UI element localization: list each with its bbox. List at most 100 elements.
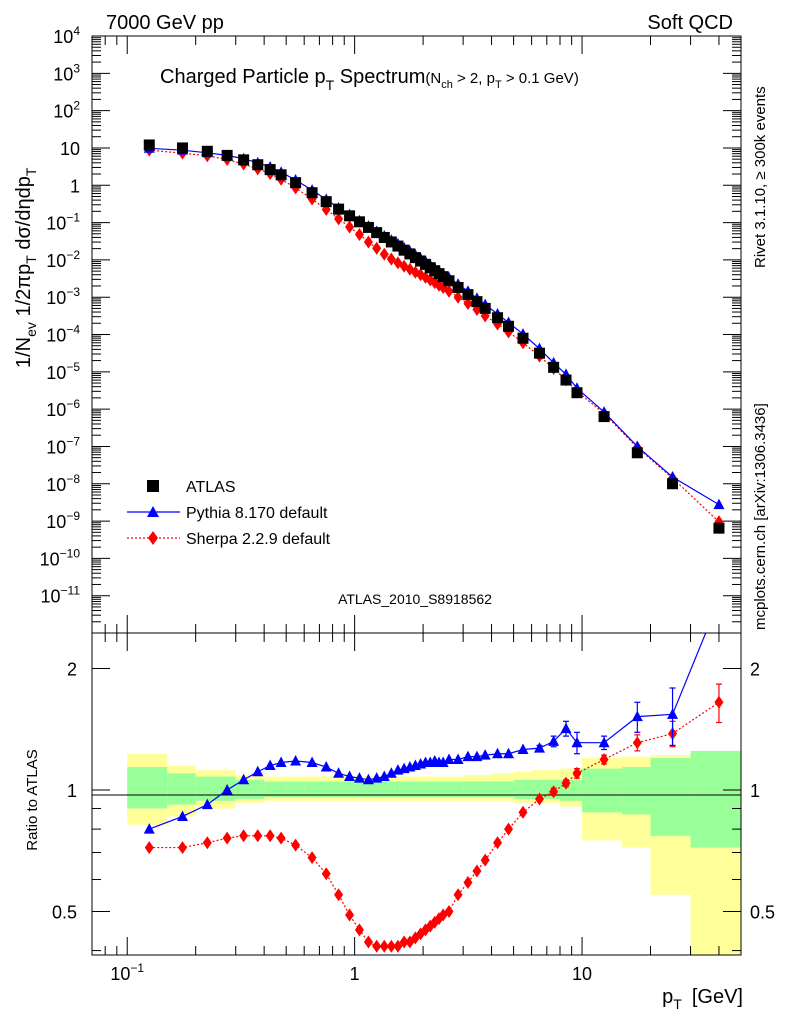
main-point-square [264,164,276,176]
legend-atlas-marker [147,480,159,492]
main-point-square [534,347,546,359]
main-point-diamond [372,241,382,255]
ratio-point-triangle [378,770,390,782]
ratio-point-triangle [548,735,560,746]
main-point-diamond [345,220,355,234]
main-y-tick-label: 10−8 [46,472,80,495]
main-y-tick-label: 10−3 [46,285,80,308]
inner-band [463,781,492,798]
ratio-point-triangle [201,798,213,810]
ratio-panel: 0.5 0.5 1 1 2 2 10−1 1 10 Ratio to ATLAS pT [GeV… [24,632,775,1012]
ratio-point-triangle [333,767,345,778]
main-y-tick-label: 1 [70,176,80,196]
main-y-tick-label: 10−10 [40,546,81,569]
main-point-square [462,289,474,301]
ratio-x-axis: 10−1 1 10 [91,633,742,984]
main-point-square [548,361,560,373]
x-tick-label: 10−1 [110,961,144,984]
main-point-square [452,281,464,293]
legend-sherpa-label: Sherpa 2.2.9 default [186,531,331,548]
ratio-point-triangle [667,708,679,719]
main-point-square [290,177,302,189]
ratio-point-triangle [344,770,356,782]
main-y-tick-label: 10−7 [46,434,80,457]
ratio-y-tick-label-right: 0.5 [750,902,775,922]
ratio-point-triangle [437,756,449,768]
ratio-point-triangle [462,750,474,762]
main-point-triangle [713,498,725,510]
ratio-point-triangle [320,761,332,772]
main-point-square [378,231,390,243]
ratio-point-diamond [253,829,263,843]
main-point-square [571,387,583,399]
ratio-y-tick-label-right: 1 [750,781,760,801]
main-point-diamond [354,228,364,242]
ratio-frame [91,632,742,956]
ratio-y-tick-label: 2 [67,660,77,680]
ratio-point-diamond [276,831,286,845]
main-point-square [362,221,374,233]
main-point-square [503,320,515,332]
ratio-y-tick-label: 0.5 [52,902,77,922]
ratio-y-label: Ratio to ATLAS [24,749,41,850]
main-point-diamond [463,297,473,311]
legend-pythia-label: Pythia 8.170 default [186,505,328,522]
ratio-point-triangle [221,784,233,795]
ratio-point-triangle [631,710,643,722]
x-axis-label: pT [GeV] [662,986,743,1012]
ratio-point-diamond [444,904,454,918]
main-panel: 10410310210110−110−210−310−410−510−610−7… [13,24,742,634]
main-point-square [598,411,610,423]
main-point-square [517,332,529,344]
mcplots-label: mcplots.cern.ch [arXiv:1306.3436] [752,403,769,630]
ratio-point-triangle [471,750,483,762]
main-y-tick-label: 102 [53,99,80,122]
ratio-point-diamond [239,829,249,843]
ratio-point-triangle [238,773,250,785]
legend-atlas-label: ATLAS [186,479,236,496]
inner-band [690,750,741,848]
main-point-square [667,478,679,490]
main-point-diamond [444,284,454,298]
main-y-tick-label: 104 [53,24,80,47]
main-y-tick-label: 10−11 [41,584,81,607]
ratio-point-diamond [632,736,642,750]
main-x-ticks [91,36,742,633]
ratio-point-triangle [452,753,464,765]
ratio-point-triangle [534,742,546,753]
ratio-point-triangle [503,747,515,759]
ratio-point-diamond [345,908,355,922]
legend-sherpa-marker [148,531,158,545]
main-y-label: 1/Nev 1/2πpT dσ/dηdpT [13,167,39,368]
ratio-point-triangle [598,736,610,748]
ratio-point-diamond [177,841,187,855]
ratio-point-diamond [379,939,389,953]
main-point-diamond [453,290,463,304]
main-point-square [238,154,250,166]
ratio-point-diamond [321,867,331,881]
ratio-point-diamond [334,888,344,902]
rivet-label: Rivet 3.1.10, ≥ 300k events [752,86,769,268]
main-point-square [437,271,449,283]
main-y-tick-label: 10−9 [46,509,80,532]
ratio-y-tick-label-right: 2 [750,660,760,680]
ratio-point-diamond [518,805,528,819]
ratio-point-triangle [264,759,276,771]
analysis-watermark: ATLAS_2010_S8918562 [338,591,492,607]
ratio-point-triangle [353,772,365,783]
ratio-bands [127,750,741,955]
ratio-point-diamond [472,864,482,878]
main-point-square [353,216,365,228]
ratio-point-triangle [571,736,583,748]
main-point-square [333,203,345,215]
ratio-point-diamond [363,935,373,949]
x-tick-label: 10 [572,964,592,984]
main-point-diamond [386,252,396,266]
main-point-square [252,159,264,171]
main-point-square [443,275,455,287]
main-point-square [320,196,332,208]
plot-title: Charged Particle pT Spectrum(Nch > 2, pT… [160,66,579,93]
main-y-axis: 10410310210110−110−210−310−410−510−610−7… [40,24,741,634]
ratio-point-diamond [463,875,473,889]
main-point-square [371,227,383,239]
